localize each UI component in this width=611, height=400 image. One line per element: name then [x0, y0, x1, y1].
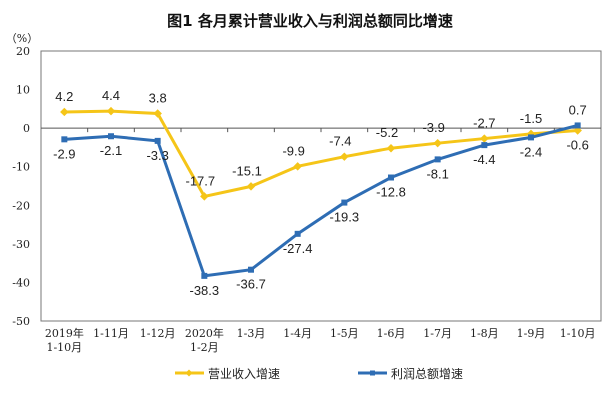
data-point: [153, 109, 162, 118]
x-tick-label: 1-4月: [283, 327, 312, 340]
y-tick-label: -50: [12, 315, 30, 328]
data-label: 4.2: [55, 89, 73, 104]
data-point: [246, 182, 256, 191]
y-tick-label: -30: [12, 238, 30, 251]
x-tick-label: 1-8月: [470, 327, 499, 340]
data-point: [108, 133, 114, 140]
data-point: [106, 106, 116, 116]
series-line-0: [64, 109, 578, 199]
data-label: -0.6: [566, 137, 588, 152]
data-point: [154, 137, 161, 144]
data-label: -27.4: [283, 241, 313, 256]
legend-marker-profit: [370, 370, 375, 376]
data-label: -2.4: [520, 144, 542, 159]
y-axis-unit: （%）: [6, 32, 38, 45]
data-label: -19.3: [330, 210, 360, 225]
chart-title: 图1 各月累计营业收入与利润总额同比增速: [167, 12, 453, 30]
y-tick-label: 10: [16, 84, 30, 97]
plot-area: [40, 50, 602, 322]
data-point: [60, 107, 69, 117]
data-label: 3.8: [149, 90, 167, 105]
data-label: -8.1: [426, 166, 448, 181]
data-point: [200, 192, 209, 201]
data-point: [433, 138, 442, 148]
data-point: [388, 174, 394, 181]
data-label: -2.9: [53, 146, 75, 161]
legend-marker-revenue: [185, 369, 193, 377]
data-label: -1.5: [520, 111, 542, 126]
x-tick-label: 1-12月: [140, 327, 176, 340]
data-point: [480, 134, 489, 143]
y-tick-label: -10: [12, 161, 30, 174]
data-point: [248, 266, 254, 273]
y-tick-label: -40: [12, 276, 30, 289]
y-tick-label: 0: [23, 122, 30, 135]
data-label: -38.3: [190, 283, 220, 298]
series-line-1: [64, 123, 579, 278]
x-tick-label: 2020年 1-2月: [185, 326, 224, 354]
y-tick-label: -20: [12, 199, 30, 212]
data-point: [340, 152, 349, 161]
legend: 营业收入增速 利润总额增速: [175, 367, 463, 381]
x-tick-label: 1-5月: [330, 327, 359, 340]
data-label: 0.7: [569, 102, 587, 117]
legend-label-profit: 利润总额增速: [391, 367, 463, 381]
x-tick-label: 1-9月: [517, 327, 546, 340]
data-label: -7.4: [329, 134, 351, 149]
data-label: -3.9: [422, 120, 444, 135]
data-label: -4.4: [473, 152, 495, 167]
data-label: -17.7: [186, 173, 216, 188]
data-point: [61, 136, 68, 143]
data-point: [386, 143, 396, 153]
x-tick-label: 1-10月: [560, 327, 596, 340]
data-label: -2.1: [100, 143, 122, 158]
data-label: -9.9: [282, 143, 304, 158]
data-point: [294, 230, 301, 237]
x-tick-label: 1-11月: [93, 327, 129, 340]
data-label: -5.2: [376, 125, 398, 140]
data-label: -36.7: [236, 277, 266, 292]
legend-label-revenue: 营业收入增速: [208, 367, 280, 381]
x-tick-label: 1-3月: [237, 327, 266, 340]
data-point: [201, 272, 208, 279]
data-label: -12.8: [376, 185, 406, 200]
data-point: [434, 156, 441, 163]
x-tick-label: 1-6月: [377, 327, 406, 340]
data-label: -3.3: [146, 148, 168, 163]
y-tick-label: 20: [16, 45, 30, 58]
data-point: [481, 142, 488, 149]
data-label: -15.1: [232, 163, 262, 178]
data-point: [341, 199, 348, 206]
x-tick-label: 1-7月: [423, 327, 452, 340]
data-point: [574, 122, 581, 129]
x-tick-label: 2019年 1-10月: [45, 326, 84, 354]
data-label: -2.7: [473, 116, 495, 131]
data-point: [528, 134, 534, 141]
data-label: 4.4: [102, 88, 120, 103]
data-point: [293, 162, 302, 171]
